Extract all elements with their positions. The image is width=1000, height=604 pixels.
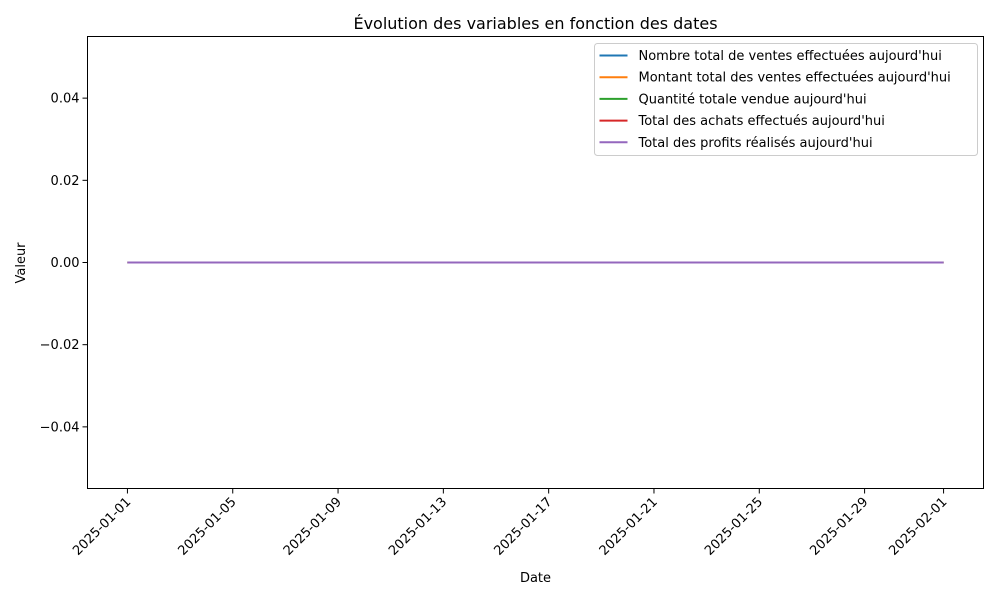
y-tick-label: 0.00 — [51, 256, 80, 271]
legend-box — [594, 43, 978, 156]
legend-entry-label: Total des achats effectués aujourd'hui — [638, 114, 885, 129]
legend-entry-label: Nombre total de ventes effectuées aujour… — [639, 49, 942, 64]
y-tick-label: 0.04 — [51, 92, 80, 107]
y-tick-label: −0.04 — [40, 420, 80, 435]
chart-title: Évolution des variables en fonction des … — [353, 14, 717, 33]
y-tick-label: 0.02 — [51, 174, 80, 189]
legend-entry-label: Montant total des ventes effectuées aujo… — [639, 71, 951, 86]
y-tick-label: −0.02 — [40, 338, 80, 353]
legend: Nombre total de ventes effectuées aujour… — [594, 43, 978, 156]
x-axis-label: Date — [520, 571, 551, 586]
y-axis-label: Valeur — [14, 242, 29, 284]
legend-entry-label: Total des profits réalisés aujourd'hui — [638, 136, 873, 151]
legend-entry-label: Quantité totale vendue aujourd'hui — [639, 92, 867, 107]
